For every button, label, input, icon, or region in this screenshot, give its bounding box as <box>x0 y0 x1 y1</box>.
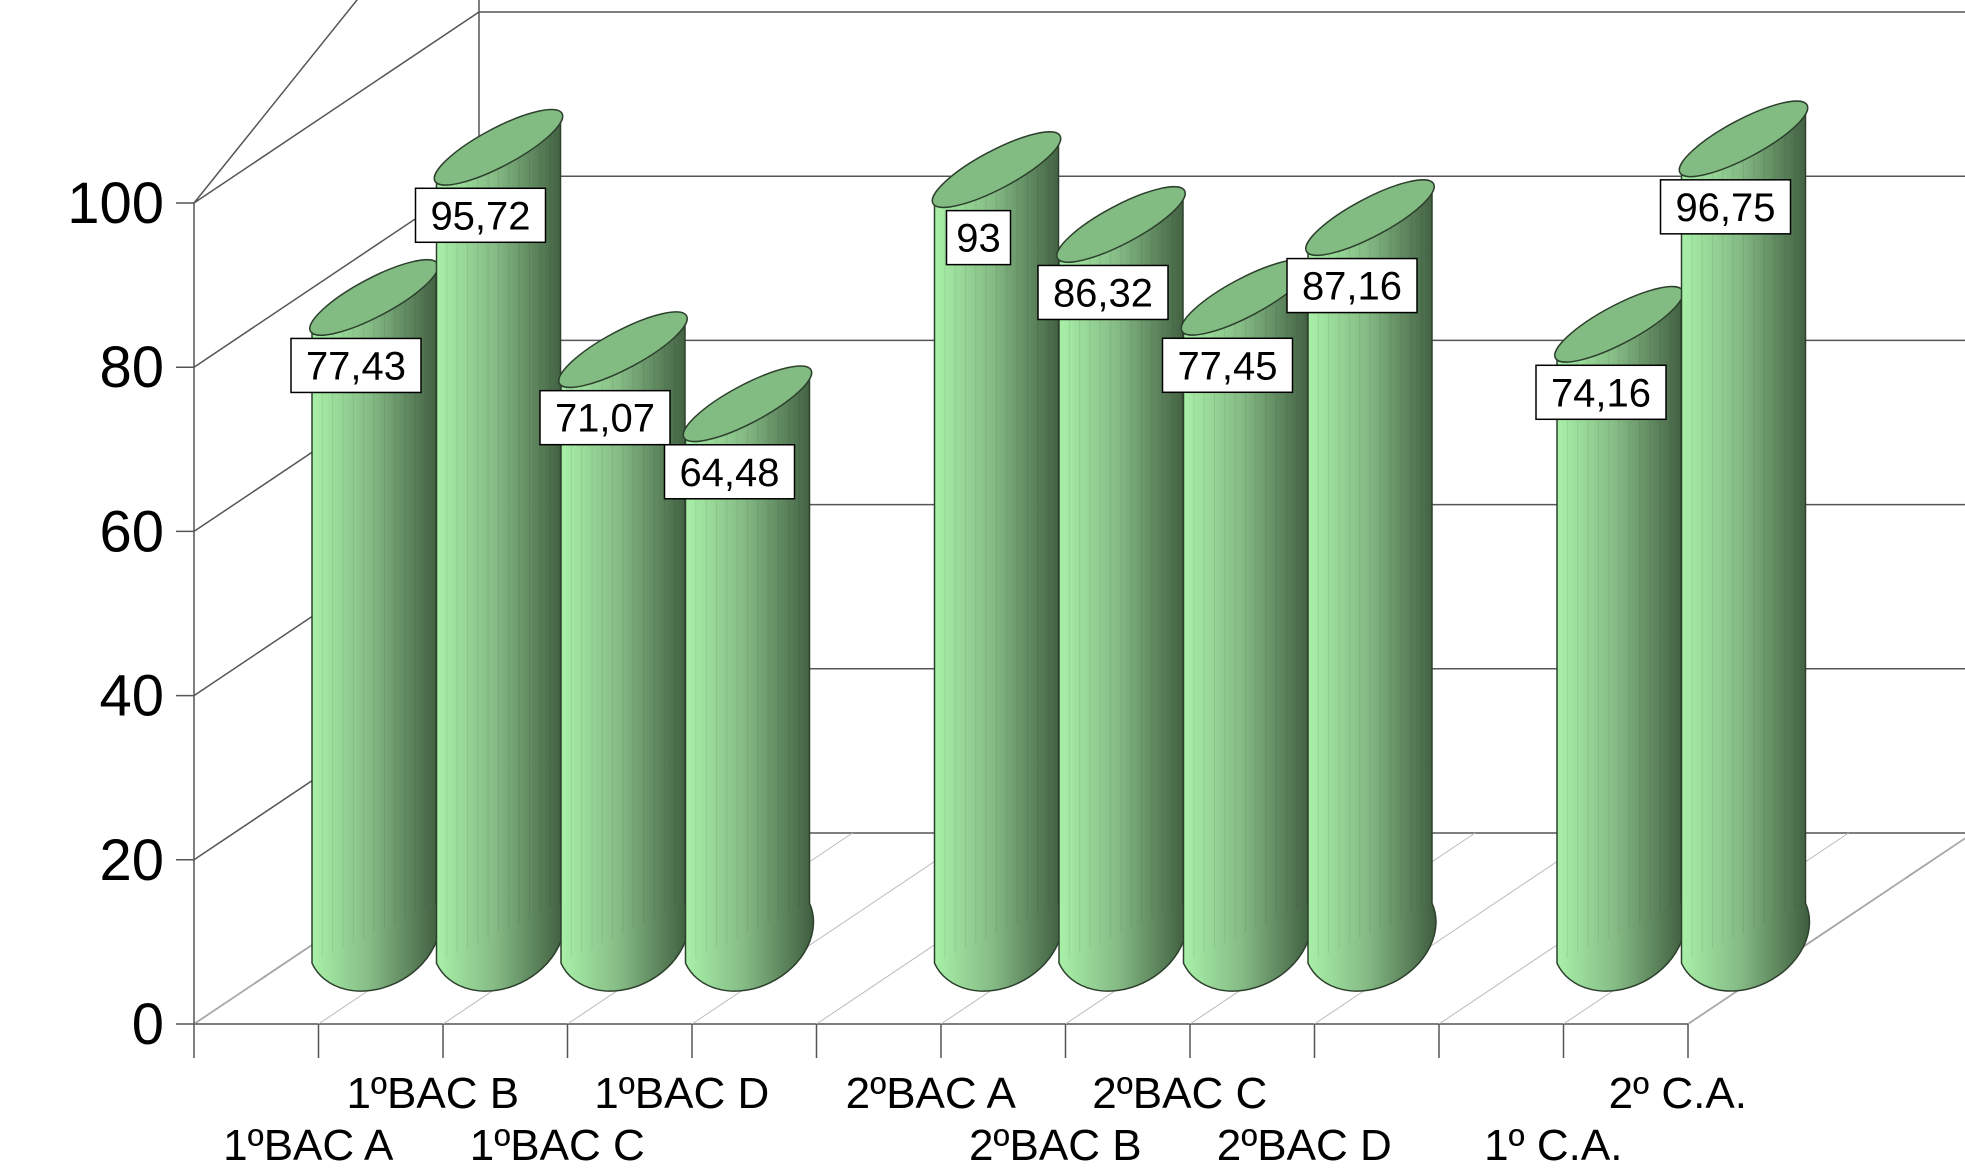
y-tick-label-5: 100 <box>67 171 164 236</box>
data-label-1: 95,72 <box>414 187 547 244</box>
bar-10 <box>1554 285 1686 992</box>
bar-top-11 <box>1678 100 1809 178</box>
y-tick-label-2: 40 <box>99 664 164 729</box>
data-label-box-6 <box>1037 264 1169 321</box>
data-label-11: 96,75 <box>1659 179 1792 235</box>
data-label-text-8: 87,16 <box>1302 265 1402 309</box>
data-label-box-7 <box>1161 337 1294 394</box>
bar-body-1 <box>435 116 566 992</box>
data-label-8: 87,16 <box>1286 257 1418 314</box>
bar-top-8 <box>1305 179 1435 257</box>
data-label-text-11: 96,75 <box>1675 186 1775 230</box>
category-label-11: 2º C.A. <box>1609 1069 1747 1118</box>
bar-body-3 <box>684 372 815 992</box>
floor-line-9 <box>1314 832 1600 1025</box>
data-label-6: 86,32 <box>1037 264 1169 321</box>
y-tick-label-3: 60 <box>99 499 164 564</box>
data-label-7: 77,45 <box>1161 337 1294 394</box>
data-label-box-8 <box>1286 257 1418 314</box>
bar-11 <box>1678 100 1811 992</box>
bar-top-3 <box>682 365 813 443</box>
bar-0 <box>309 258 441 992</box>
bar-6 <box>1056 185 1188 992</box>
data-label-text-0: 77,43 <box>306 344 406 388</box>
data-label-box-10 <box>1535 364 1667 421</box>
data-label-text-5: 93 <box>956 217 1001 261</box>
y-tick-label-4: 80 <box>99 335 164 400</box>
data-label-box-11 <box>1659 179 1792 235</box>
data-label-box-3 <box>663 444 796 500</box>
category-label-7: 2ºBAC C <box>1092 1069 1267 1118</box>
bar-1 <box>433 108 566 992</box>
bar-body-8 <box>1307 186 1437 992</box>
bar-8 <box>1305 179 1437 992</box>
data-label-3: 64,48 <box>663 444 796 500</box>
category-label-10: 1º C.A. <box>1484 1121 1622 1170</box>
category-label-6: 2ºBAC B <box>969 1121 1142 1170</box>
bar-body-11 <box>1680 107 1811 992</box>
bar-7 <box>1180 258 1313 992</box>
bar-top-6 <box>1056 185 1186 263</box>
bar-top-1 <box>433 108 564 186</box>
data-label-text-2: 71,07 <box>555 397 655 441</box>
category-label-5: 2ºBAC A <box>846 1069 1017 1118</box>
data-label-2: 71,07 <box>539 389 671 446</box>
data-label-text-10: 74,16 <box>1551 371 1651 415</box>
category-label-0: 1ºBAC A <box>223 1121 394 1170</box>
category-label-2: 1ºBAC C <box>470 1121 645 1170</box>
bar-top-5 <box>931 131 1062 209</box>
y-tick-label-1: 20 <box>99 828 164 893</box>
gridline-side-5 <box>193 11 480 204</box>
data-label-5: 93 <box>945 209 1012 266</box>
data-label-box-1 <box>414 187 547 244</box>
bar-2 <box>558 311 690 992</box>
category-label-3: 1ºBAC D <box>594 1069 769 1118</box>
data-label-box-2 <box>539 389 671 446</box>
floor-line-12 <box>1687 837 1965 1025</box>
data-label-text-7: 77,45 <box>1177 344 1277 388</box>
data-label-box-5 <box>945 209 1012 266</box>
data-label-10: 74,16 <box>1535 364 1667 421</box>
category-label-8: 2ºBAC D <box>1217 1121 1392 1170</box>
category-label-1: 1ºBAC B <box>346 1069 519 1118</box>
data-label-text-1: 95,72 <box>430 194 530 238</box>
floor-line-4 <box>691 832 978 1025</box>
data-label-box-0 <box>290 337 422 394</box>
side-wall-top <box>193 0 358 204</box>
data-label-text-6: 86,32 <box>1053 271 1153 315</box>
bar-top-2 <box>558 311 688 389</box>
data-label-0: 77,43 <box>290 337 422 394</box>
data-label-text-3: 64,48 <box>679 451 779 495</box>
y-tick-label-0: 0 <box>132 992 164 1057</box>
